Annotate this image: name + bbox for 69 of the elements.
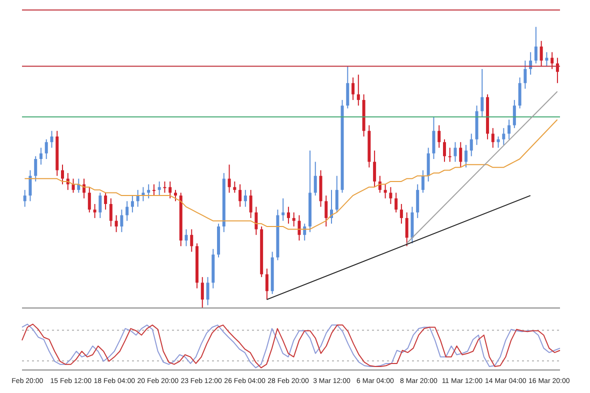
- candlestick: [524, 60, 527, 90]
- candlestick: [120, 209, 124, 233]
- candlestick: [438, 124, 441, 148]
- candlestick: [416, 184, 420, 219]
- candlestick: [389, 186, 392, 204]
- candlestick: [540, 40, 543, 67]
- candlestick: [233, 180, 236, 194]
- candlestick: [512, 99, 516, 129]
- candlestick: [72, 178, 75, 194]
- candlestick: [335, 175, 338, 213]
- candlestick: [421, 170, 424, 194]
- candlestick: [448, 147, 452, 162]
- candlestick: [400, 203, 403, 224]
- candlestick: [206, 276, 210, 306]
- candlestick: [228, 164, 231, 194]
- candlestick: [152, 184, 156, 196]
- candlestick: [104, 192, 108, 210]
- candlestick: [50, 130, 54, 148]
- candlestick: [163, 180, 166, 194]
- candlestick: [298, 214, 301, 242]
- candlestick: [34, 156, 38, 182]
- candlestick: [93, 203, 96, 219]
- candlestick: [518, 76, 522, 109]
- candlestick: [109, 198, 112, 227]
- candlestick: [184, 228, 188, 247]
- candlestick: [432, 116, 436, 160]
- candlestick: [61, 164, 64, 185]
- candlestick: [405, 212, 408, 247]
- candlestick: [265, 268, 268, 300]
- candlestick: [254, 206, 258, 236]
- candlestick: [200, 276, 204, 308]
- candlestick: [292, 212, 296, 227]
- candlestick: [88, 186, 91, 213]
- candlestick: [126, 200, 129, 222]
- candlestick: [346, 66, 350, 109]
- candlestick: [44, 138, 48, 160]
- candlestick: [470, 133, 473, 157]
- candlestick: [550, 52, 554, 70]
- candlestick: [454, 142, 457, 162]
- candlestick: [352, 76, 355, 100]
- candlestick: [98, 192, 102, 219]
- candlestick: [174, 189, 177, 202]
- candlestick: [238, 184, 242, 208]
- candlestick: [158, 180, 161, 196]
- candlestick: [23, 189, 26, 208]
- candlestick: [39, 147, 42, 166]
- candlestick: [314, 161, 317, 196]
- candlestick: [394, 192, 398, 213]
- candlestick: [190, 228, 194, 252]
- candlestick: [464, 144, 468, 168]
- candlestick: [491, 128, 494, 148]
- candlestick: [373, 150, 376, 188]
- candlestick: [442, 138, 446, 162]
- candlestick: [508, 119, 511, 140]
- candlestick: [480, 68, 484, 118]
- candlestick: [502, 128, 506, 146]
- candlestick: [244, 189, 247, 208]
- candlestick: [286, 206, 290, 224]
- candlestick: [426, 147, 430, 182]
- candlestick: [28, 170, 32, 202]
- candlestick: [324, 195, 328, 227]
- candlestick: [459, 142, 462, 168]
- candlestick: [249, 189, 252, 219]
- candlestick: [168, 180, 172, 199]
- candlestick: [534, 26, 538, 64]
- candlestick: [356, 74, 360, 106]
- candlestick: [130, 195, 134, 213]
- candlestick: [136, 189, 140, 208]
- candlestick: [114, 214, 118, 233]
